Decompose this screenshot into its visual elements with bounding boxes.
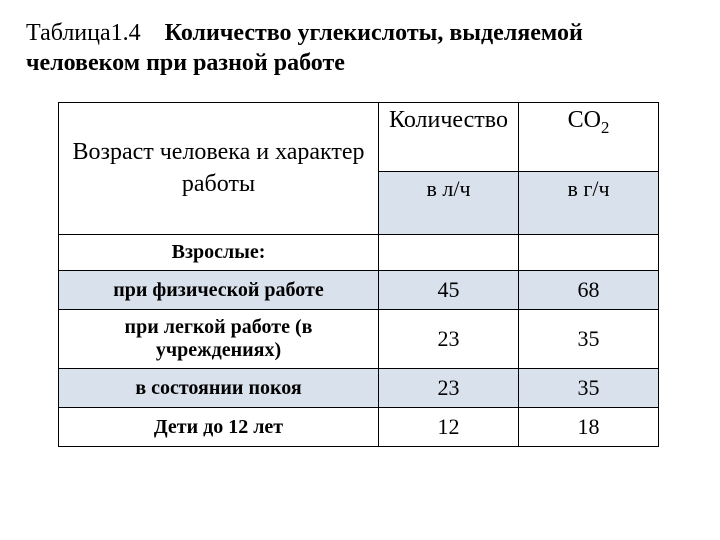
header-unit-col3: в г/ч: [519, 172, 659, 235]
caption-title-line1: Количество углекислоты, выделяемой: [165, 20, 583, 46]
header-unit-col2: в л/ч: [379, 172, 519, 235]
co2-text: CO: [568, 107, 601, 133]
table-row: при легкой работе (в учреждениях)2335: [59, 310, 659, 369]
row-value-lph: 12: [379, 408, 519, 447]
row-label: при физической работе: [59, 271, 379, 310]
row-value-lph: 45: [379, 271, 519, 310]
table-caption: Таблица1.4 Количество углекислоты, выделя…: [26, 18, 694, 78]
row-value-gph: [519, 235, 659, 271]
row-label: при легкой работе (в учреждениях): [59, 310, 379, 369]
row-value-gph: 18: [519, 408, 659, 447]
table-row: Дети до 12 лет1218: [59, 408, 659, 447]
row-value-lph: [379, 235, 519, 271]
header-col2-top: Количество: [379, 103, 519, 172]
caption-title-line2: человеком при разной работе: [26, 50, 345, 76]
row-value-gph: 35: [519, 310, 659, 369]
row-value-gph: 68: [519, 271, 659, 310]
row-label: Взрослые:: [59, 235, 379, 271]
co2-table: Возраст человека и характер работы Колич…: [58, 102, 659, 447]
row-label: Дети до 12 лет: [59, 408, 379, 447]
header-main: Возраст человека и характер работы: [59, 103, 379, 235]
table-row: Взрослые:: [59, 235, 659, 271]
header-col3-top: CO2: [519, 103, 659, 172]
caption-label: Таблица1.4: [26, 20, 141, 46]
co2-sub: 2: [601, 118, 609, 137]
header-row-1: Возраст человека и характер работы Колич…: [59, 103, 659, 172]
row-label: в состоянии покоя: [59, 369, 379, 408]
row-value-lph: 23: [379, 310, 519, 369]
table-row: в состоянии покоя2335: [59, 369, 659, 408]
table-row: при физической работе4568: [59, 271, 659, 310]
row-value-lph: 23: [379, 369, 519, 408]
row-value-gph: 35: [519, 369, 659, 408]
